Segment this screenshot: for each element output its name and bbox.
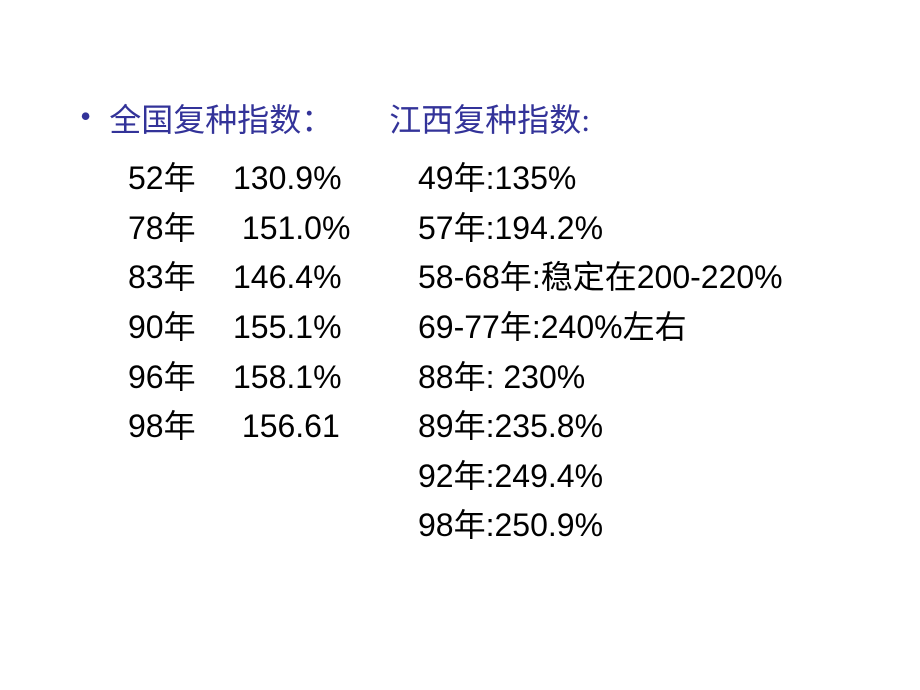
value: 155.1% [233,309,342,345]
jiangxi-cell: 98年:250.9% [418,501,860,551]
data-row: 98年:250.9% [128,501,860,551]
year: 83年 [128,253,233,303]
national-cell-empty [128,501,418,551]
national-cell-empty [128,452,418,502]
national-cell: 96年158.1% [128,353,418,403]
heading-national: 全国复种指数： [109,95,333,146]
heading-row: • 全国复种指数： 江西复种指数: [80,95,860,146]
heading-jiangxi: 江西复种指数: [389,95,590,146]
jiangxi-cell: 88年: 230% [418,353,860,403]
jiangxi-cell: 69-77年:240%左右 [418,303,860,353]
data-row: 98年 156.61 89年:235.8% [128,402,860,452]
slide-content: • 全国复种指数： 江西复种指数: 52年130.9% 49年:135% 78年… [0,0,920,591]
data-row: 83年146.4% 58-68年:稳定在200-220% [128,253,860,303]
national-cell: 78年 151.0% [128,204,418,254]
data-area: 52年130.9% 49年:135% 78年 151.0% 57年:194.2%… [128,154,860,551]
data-row: 52年130.9% 49年:135% [128,154,860,204]
national-cell: 52年130.9% [128,154,418,204]
jiangxi-cell: 58-68年:稳定在200-220% [418,253,860,303]
heading-container: 全国复种指数： 江西复种指数: [109,95,590,146]
data-row: 90年155.1% 69-77年:240%左右 [128,303,860,353]
value: 158.1% [233,359,342,395]
year: 52年 [128,154,233,204]
value: 130.9% [233,160,342,196]
value: 146.4% [233,259,342,295]
value: 151.0% [233,210,350,246]
year: 78年 [128,204,233,254]
national-cell: 90年155.1% [128,303,418,353]
year: 96年 [128,353,233,403]
jiangxi-cell: 57年:194.2% [418,204,860,254]
national-cell: 83年146.4% [128,253,418,303]
jiangxi-cell: 92年:249.4% [418,452,860,502]
jiangxi-cell: 89年:235.8% [418,402,860,452]
year: 98年 [128,402,233,452]
data-row: 92年:249.4% [128,452,860,502]
data-row: 96年158.1% 88年: 230% [128,353,860,403]
year: 90年 [128,303,233,353]
national-cell: 98年 156.61 [128,402,418,452]
jiangxi-cell: 49年:135% [418,154,860,204]
bullet-icon: • [80,100,91,132]
data-row: 78年 151.0% 57年:194.2% [128,204,860,254]
value: 156.61 [233,408,340,444]
